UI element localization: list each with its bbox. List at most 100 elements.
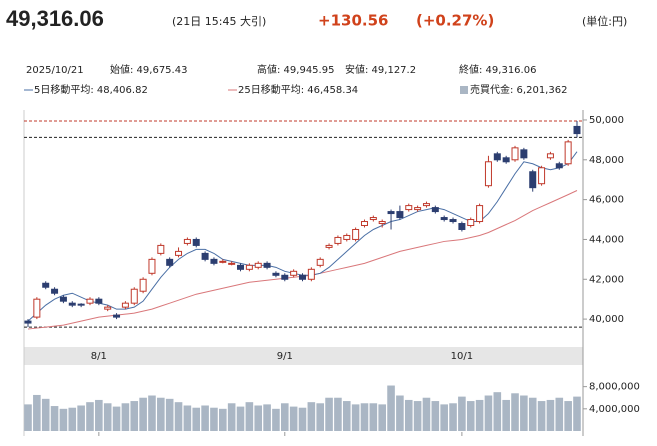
volume-bar — [440, 404, 448, 431]
volume-bar — [378, 404, 386, 431]
volume-bar — [165, 398, 174, 431]
candle-body — [493, 153, 501, 161]
price: 49,316.06 — [6, 6, 104, 31]
info-high: 高値: 49,945.95 — [257, 63, 334, 76]
volume-bar — [289, 406, 298, 431]
volume-bar — [325, 397, 333, 431]
volume-bar — [458, 396, 466, 431]
volume-bar — [236, 406, 245, 431]
candle-body — [467, 219, 475, 227]
volume-bar — [139, 397, 147, 431]
info-close: 終値: 49,316.06 — [459, 63, 536, 76]
volume-bar — [342, 401, 351, 431]
candle-body — [555, 163, 563, 169]
candle-body — [228, 262, 236, 265]
volume-bar — [183, 405, 192, 431]
candle-body — [263, 262, 271, 268]
volume-bar — [280, 403, 289, 431]
volume-bar — [528, 397, 537, 431]
volume-bar — [245, 402, 254, 431]
volume-bar — [360, 403, 369, 431]
candle-body — [33, 298, 41, 318]
candle-body — [166, 258, 174, 266]
volume-bar — [555, 397, 564, 431]
candle-body — [175, 250, 183, 256]
volume-bar — [520, 395, 528, 431]
volume-bar — [307, 402, 316, 431]
y-tick-label: 40,000 — [589, 314, 624, 325]
volume-bar — [351, 404, 360, 431]
y-tick-label: 50,000 — [589, 115, 624, 126]
candle-body — [538, 167, 546, 185]
candle-body — [458, 223, 466, 230]
candle-body — [387, 211, 395, 215]
volume-bar — [59, 408, 68, 431]
volume-bar — [103, 403, 112, 431]
volume-bar — [502, 399, 510, 431]
volume-bar — [77, 405, 85, 431]
ma25-legend: 25日移動平均: 46,458.34 — [238, 83, 358, 96]
info-open: 始値: 49,675.43 — [110, 63, 187, 76]
volume-bar — [511, 393, 519, 431]
candle-body — [59, 296, 67, 302]
candle-body — [369, 217, 377, 221]
candle-body — [476, 205, 484, 223]
change: +130.56 — [318, 12, 388, 30]
volume-bar — [95, 399, 103, 431]
volume-bar — [466, 401, 475, 431]
ma5-line — [27, 151, 578, 322]
y-tick-label: 48,000 — [589, 155, 624, 166]
candle-body — [396, 211, 404, 219]
candle-body — [42, 282, 50, 288]
volume-bar — [431, 401, 440, 431]
candle-body — [113, 314, 121, 318]
candle-body — [431, 207, 439, 213]
price-detail: (21日 15:45 大引) — [172, 14, 266, 28]
volume-bar — [121, 403, 130, 431]
volume-bar — [41, 398, 50, 431]
candle-body — [157, 244, 165, 254]
y-tick-label: 44,000 — [589, 234, 624, 245]
candle-body — [130, 288, 138, 304]
volume-bar — [130, 401, 139, 431]
volume-legend-swatch — [460, 86, 468, 94]
volume-bar — [272, 408, 280, 431]
candle-body — [360, 221, 368, 227]
candle-body — [51, 288, 59, 294]
volume-bar — [298, 407, 307, 431]
volume-bar — [227, 403, 236, 431]
candle-body — [334, 236, 342, 244]
candle-body — [564, 141, 572, 165]
volume-bar — [404, 399, 413, 431]
candle-body — [484, 161, 492, 187]
candle-body — [139, 278, 147, 292]
volume-bar — [493, 392, 502, 431]
volume-bar — [573, 396, 581, 431]
candle-body — [24, 320, 32, 324]
volume-bar — [33, 394, 41, 431]
candle-body — [290, 270, 298, 276]
candle-body — [68, 302, 76, 306]
volume-tick-label: 4,000,000 — [589, 404, 640, 415]
candle-body — [237, 264, 245, 270]
volume-bar — [192, 407, 201, 431]
candle-body — [201, 252, 209, 260]
candle-body — [192, 238, 200, 246]
volume-bar — [112, 406, 121, 431]
volume-bar — [396, 395, 404, 431]
candle-body — [378, 221, 386, 225]
x-tick-label: 8/1 — [91, 351, 107, 362]
candle-body — [316, 258, 324, 266]
volume-bar — [86, 402, 94, 431]
candle-body — [573, 125, 581, 135]
volume-legend: 売買代金: 6,201,362 — [470, 83, 567, 96]
volume-bar — [201, 405, 209, 431]
volume-bar — [546, 399, 555, 431]
candle-body — [95, 298, 103, 304]
x-tick-label: 9/1 — [277, 351, 293, 362]
candle-body — [352, 228, 360, 240]
candle-body — [440, 217, 448, 221]
volume-bar — [475, 399, 484, 431]
volume-bar — [369, 403, 378, 431]
